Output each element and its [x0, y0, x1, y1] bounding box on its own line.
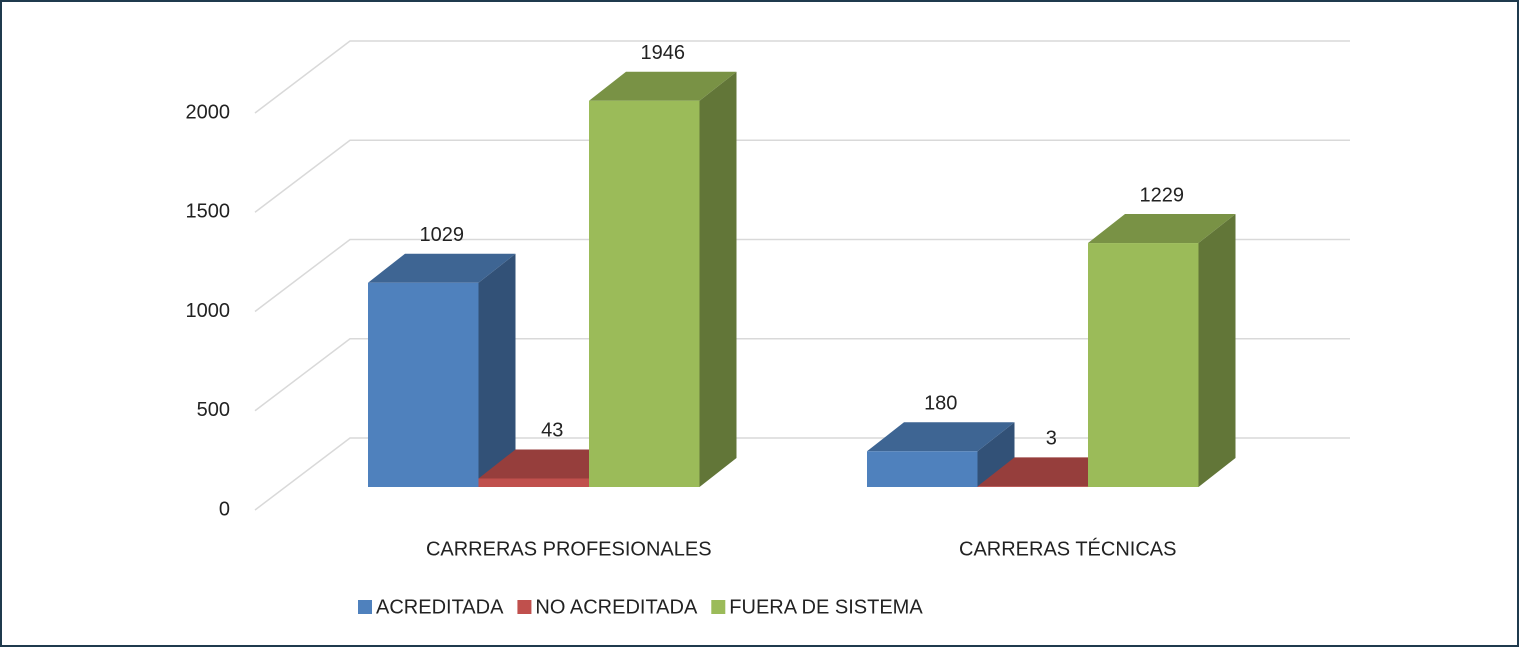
bar-side: [977, 422, 1015, 487]
grid-line: [254, 40, 1350, 114]
bar-top: [589, 71, 737, 101]
bar-side: [478, 253, 516, 487]
bar-front: [478, 478, 589, 487]
legend-label: ACREDITADA: [376, 596, 504, 618]
bar: [867, 422, 1015, 487]
y-tick-label: 2000: [186, 101, 231, 123]
data-label: 3: [1046, 428, 1057, 450]
bar: [589, 71, 737, 488]
y-tick-label: 1000: [186, 300, 231, 322]
data-label: 1229: [1140, 184, 1185, 206]
bar-front: [867, 451, 978, 487]
x-tick-label: CARRERAS TÉCNICAS: [959, 537, 1176, 560]
data-label: 1946: [641, 42, 686, 64]
legend-swatch: [517, 600, 532, 614]
grid-line: [254, 437, 1350, 511]
bar-side: [699, 71, 737, 488]
bar-side: [1198, 214, 1236, 487]
data-label: 180: [924, 393, 957, 415]
bar: [368, 253, 516, 487]
bar-top: [1088, 214, 1236, 244]
bar-top: [368, 253, 516, 283]
grid-line: [254, 139, 1350, 213]
legend-label: NO ACREDITADA: [535, 596, 698, 618]
x-tick-label: CARRERAS PROFESIONALES: [426, 538, 712, 560]
grid-line: [254, 338, 1350, 412]
legend-swatch: [358, 600, 372, 614]
y-tick-label: 500: [197, 399, 230, 421]
legend-label: FUERA DE SISTEMA: [729, 596, 923, 618]
grid-line: [254, 238, 1350, 313]
legend-swatch: [711, 600, 726, 614]
y-tick-label: 0: [219, 498, 230, 520]
bar-front: [1088, 243, 1199, 487]
data-label: 1029: [420, 224, 465, 246]
bar: [1088, 214, 1236, 487]
data-label: 43: [541, 420, 563, 442]
bar-front: [589, 100, 700, 488]
bar-top: [867, 422, 1015, 452]
y-tick-label: 1500: [186, 201, 231, 223]
bar-front: [368, 282, 479, 487]
bar-front: [977, 486, 1088, 487]
